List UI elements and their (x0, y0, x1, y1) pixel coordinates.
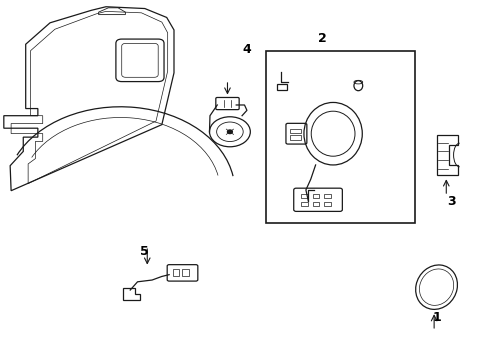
Bar (324, 194, 330, 198)
Bar (324, 202, 330, 206)
Text: 5: 5 (140, 245, 149, 258)
Bar (182, 269, 189, 276)
Text: 2: 2 (317, 32, 326, 45)
Circle shape (227, 130, 232, 134)
Bar (290, 135, 301, 140)
Bar (312, 202, 319, 206)
Bar (301, 202, 307, 206)
Bar (266, 51, 414, 223)
Bar (172, 269, 179, 276)
Text: 4: 4 (242, 43, 251, 56)
Bar (301, 194, 307, 198)
Bar (312, 194, 319, 198)
Text: 1: 1 (431, 311, 440, 324)
Bar (290, 129, 301, 133)
Bar (277, 84, 286, 90)
Text: 3: 3 (446, 195, 454, 208)
